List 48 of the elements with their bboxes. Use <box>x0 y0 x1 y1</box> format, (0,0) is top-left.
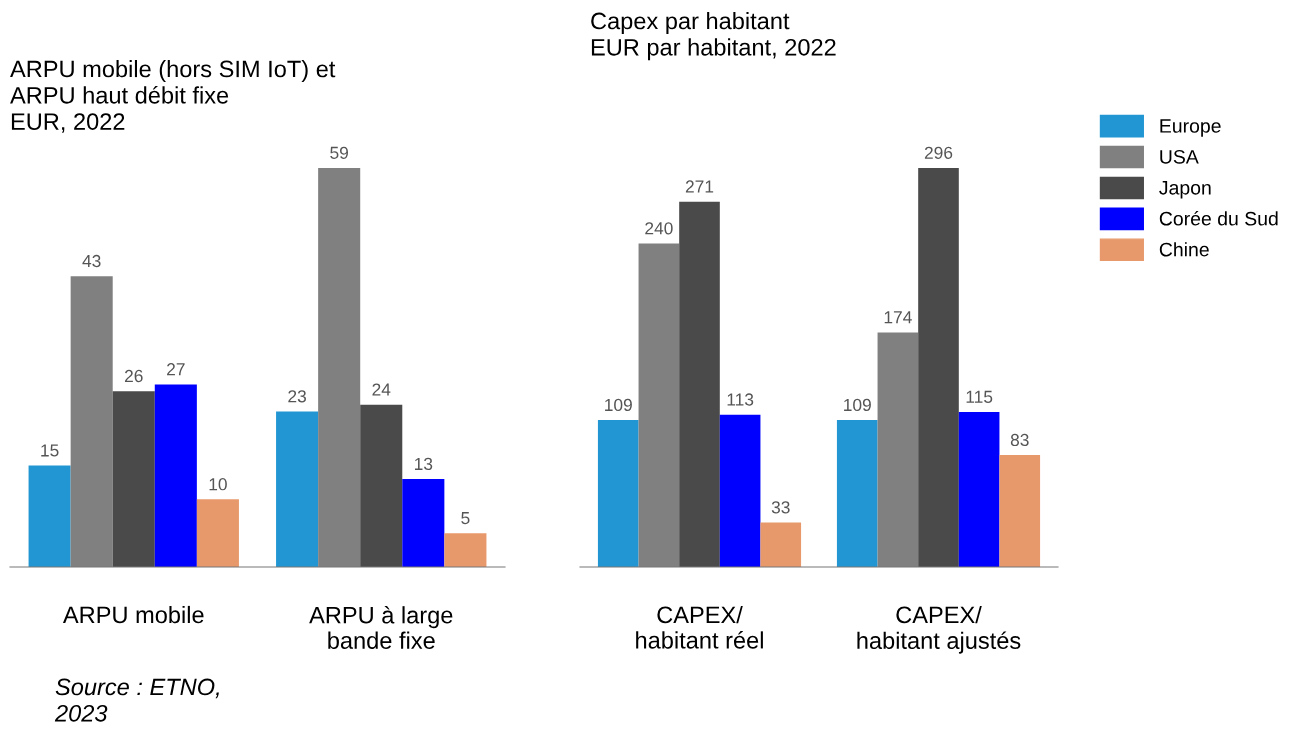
chart-title: Capex par habitant EUR par habitant, 2022 <box>591 12 836 61</box>
bar <box>918 167 959 567</box>
x-tick-label: CAPEX/ habitant ajustés <box>857 605 1021 654</box>
bar <box>760 522 802 567</box>
data-label: 271 <box>685 180 714 193</box>
data-label: 13 <box>414 457 433 471</box>
data-label: 33 <box>771 501 790 514</box>
data-label: 113 <box>727 393 754 406</box>
bar <box>276 411 319 567</box>
data-label: 59 <box>330 146 349 159</box>
data-label: 115 <box>966 390 993 403</box>
data-label: 109 <box>844 398 871 412</box>
data-label: 10 <box>209 478 227 491</box>
x-tick-label: ARPU à large bande fixe <box>309 605 453 649</box>
bar <box>402 479 445 567</box>
bar <box>154 384 197 567</box>
bar <box>196 499 239 567</box>
x-tick-label: ARPU mobile <box>62 605 204 624</box>
bar <box>28 465 71 567</box>
legend-label: Europe <box>1160 119 1221 137</box>
data-label: 5 <box>461 512 470 525</box>
data-label: 43 <box>82 254 101 268</box>
data-label: 23 <box>288 390 306 403</box>
data-label: 174 <box>884 311 912 324</box>
bar <box>112 391 155 567</box>
data-label: 296 <box>924 146 953 159</box>
legend-label: Japon <box>1159 181 1211 199</box>
data-label: 27 <box>167 363 185 376</box>
data-label: 109 <box>605 398 632 412</box>
bar <box>836 420 878 567</box>
bar <box>444 533 487 567</box>
bar <box>719 414 761 567</box>
data-label: 240 <box>645 222 673 235</box>
legend-label: Corée du Sud <box>1159 211 1278 226</box>
legend-label: Chine <box>1159 242 1209 257</box>
source-note: Source : ETNO, 2023 <box>54 678 219 722</box>
bar <box>958 411 1000 567</box>
x-tick-label: CAPEX/ habitant réel <box>636 605 763 649</box>
data-label: 26 <box>124 369 143 383</box>
data-label: 15 <box>41 444 59 457</box>
bar <box>679 201 720 567</box>
data-label: 24 <box>372 383 391 396</box>
bar <box>999 455 1041 567</box>
chart-title: ARPU mobile (hors SIM IoT) et ARPU haut débit fixe EUR, 2022 <box>10 60 336 133</box>
legend-label: USA <box>1160 149 1199 164</box>
data-label: 83 <box>1010 433 1029 447</box>
bar <box>597 420 639 567</box>
bar <box>360 404 403 567</box>
